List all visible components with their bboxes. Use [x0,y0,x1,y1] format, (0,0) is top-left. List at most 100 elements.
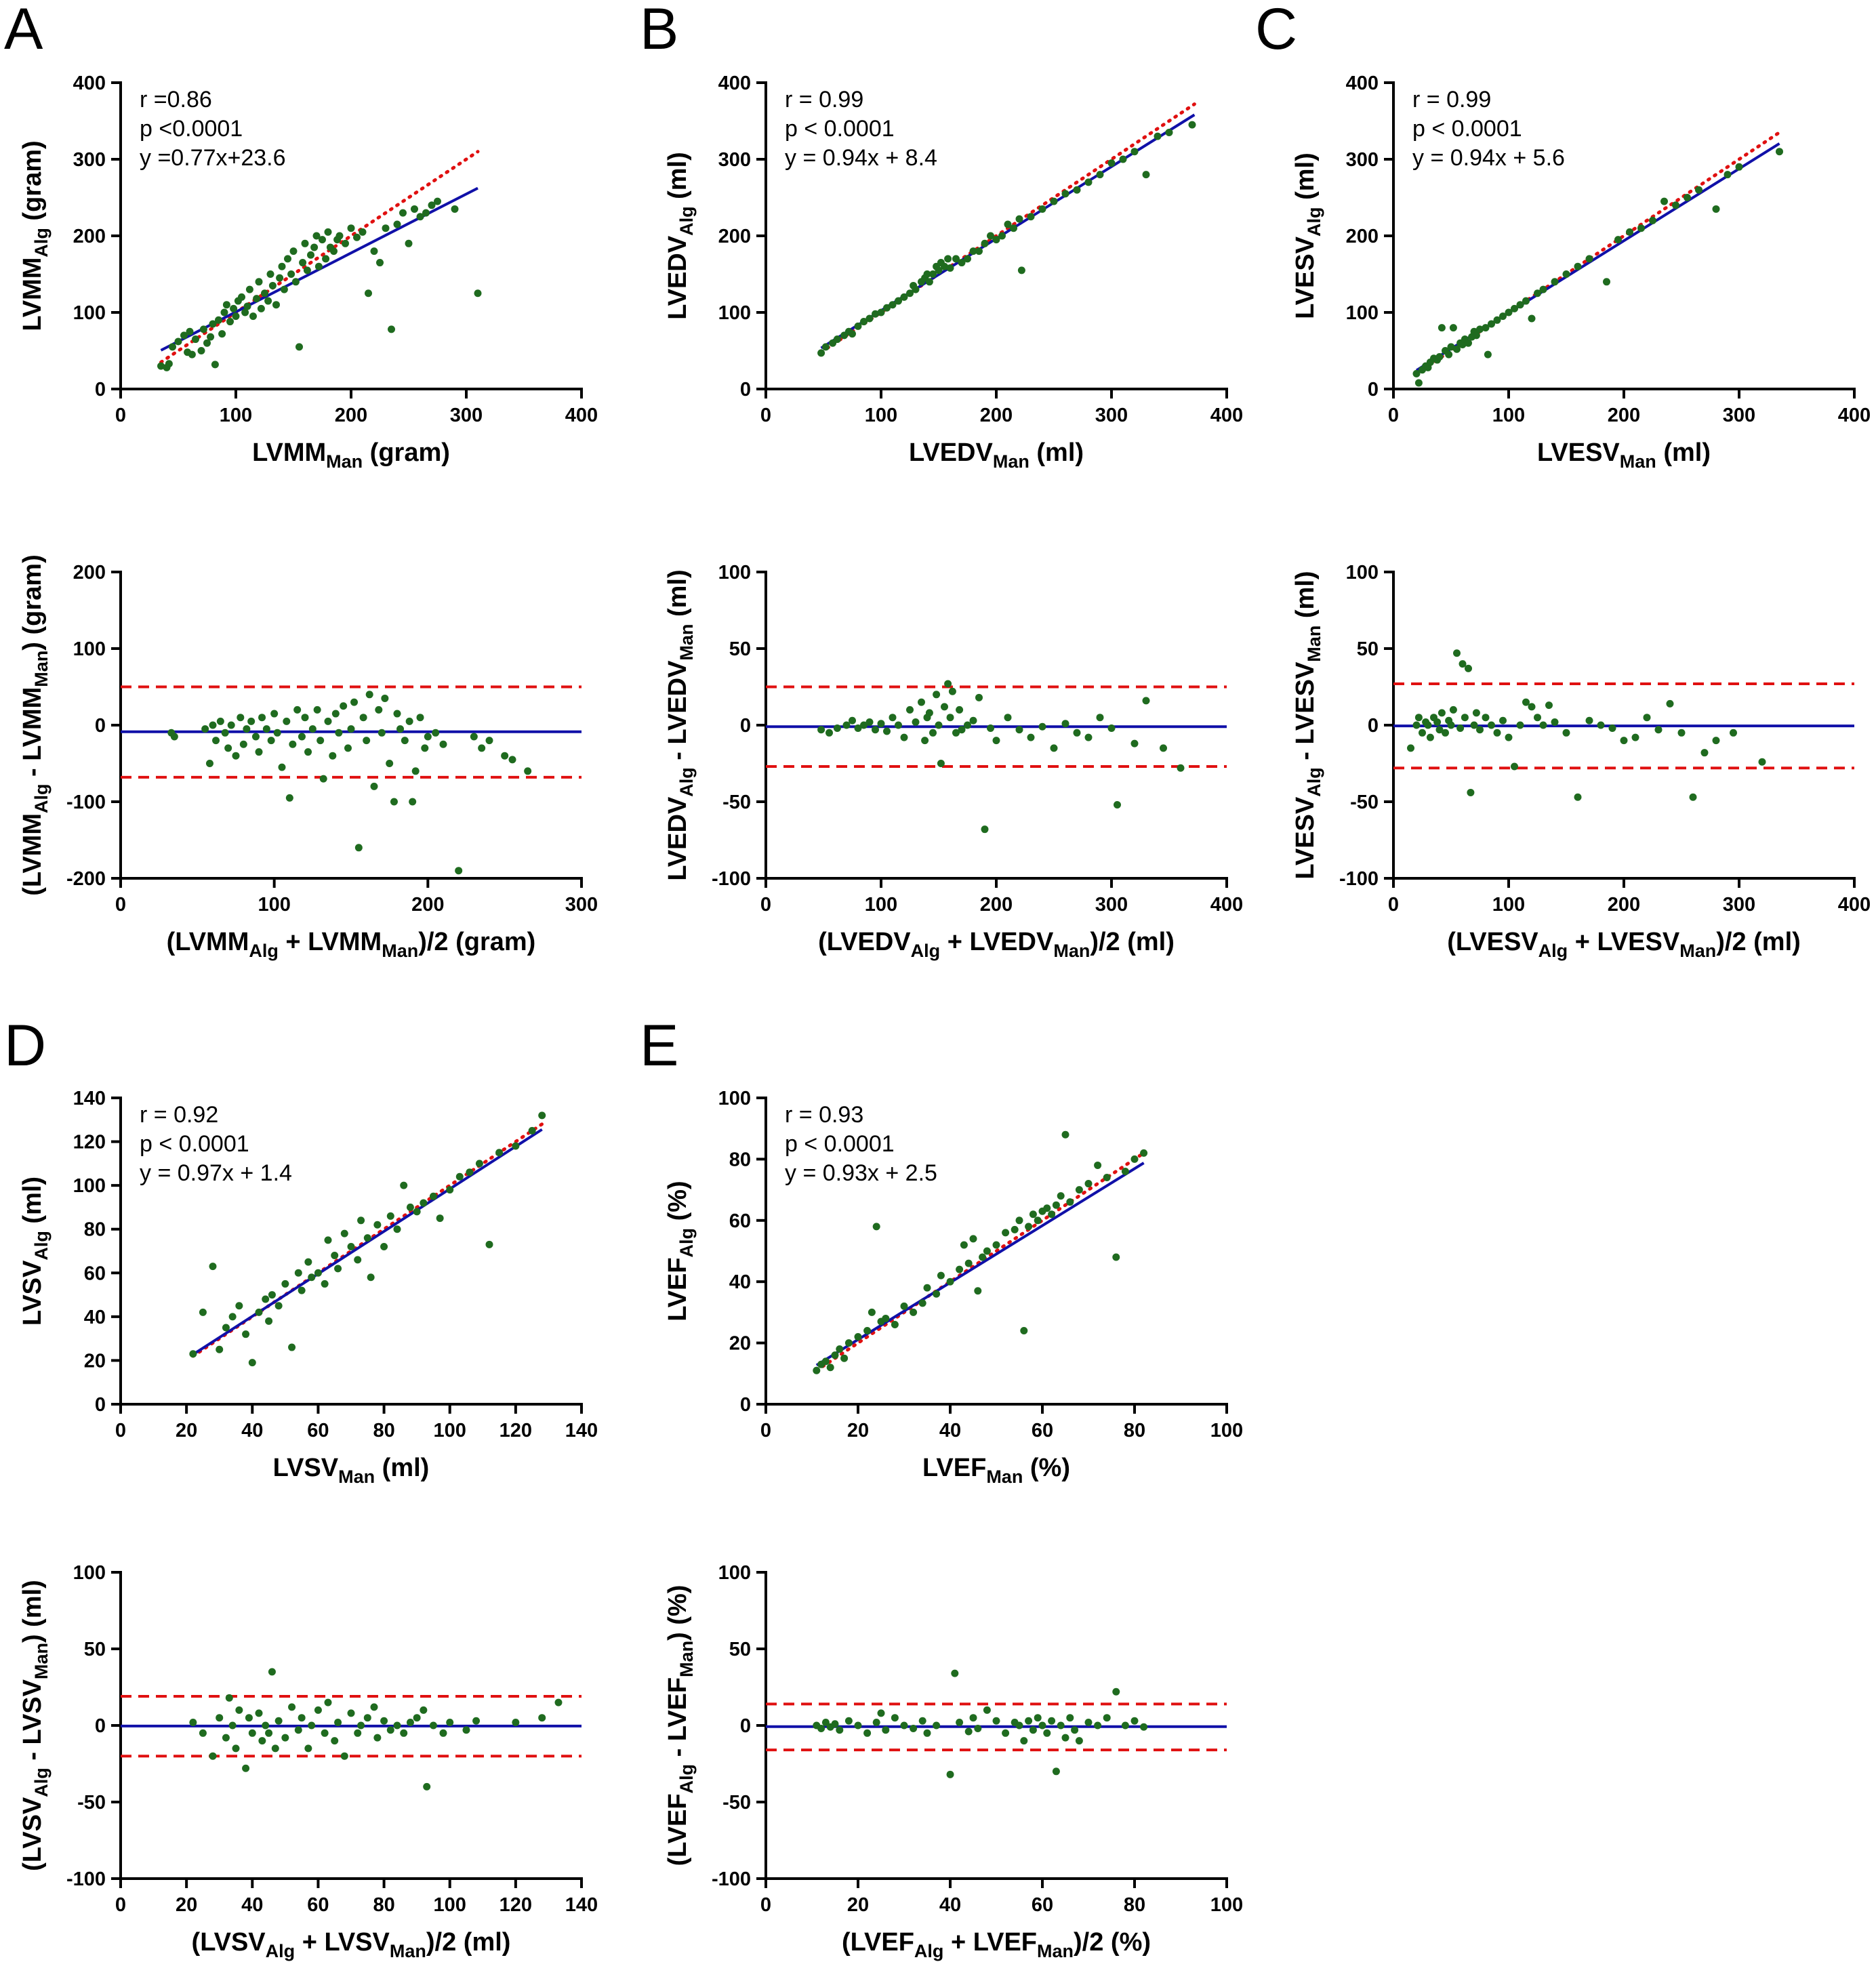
data-point-b-corr-8 [860,318,868,326]
x-tick-label-b-ba-3: 300 [1095,894,1128,916]
panel-letter-b: B [640,0,678,62]
data-point-b-corr-42 [1017,266,1025,274]
y-axis-label-e-corr: LVEFAlg (%) [664,1181,697,1321]
data-point-e-corr-20 [937,1271,945,1280]
y-tick-label-e-ba-0: -100 [712,1868,751,1890]
y-tick-label-b-ba-0: -100 [712,868,751,890]
data-point-c-ba-8 [1433,718,1442,726]
data-point-d-ba-40 [400,1729,408,1737]
data-point-e-corr-19 [933,1290,941,1298]
y-tick-label-d-ba-3: 50 [84,1639,106,1660]
y-axis-label-c-corr-main: LVESV [1291,236,1320,319]
data-point-d-ba-14 [262,1721,270,1730]
data-point-b-ba-13 [900,733,908,741]
data-point-d-ba-16 [268,1668,276,1676]
data-point-a-corr-71 [411,205,418,213]
y-axis-label-a-ba-mid: - LVMM [18,687,47,784]
data-point-e-ba-40 [1071,1726,1079,1734]
x-tick-label-d-ba-1: 20 [176,1894,197,1916]
data-point-b-ba-20 [929,729,937,737]
data-point-d-corr-7 [242,1330,250,1338]
data-point-a-corr-31 [257,304,265,312]
y-axis-label-a-corr-rest: (gram) [18,140,47,228]
data-point-a-ba-7 [221,729,229,737]
regression-line-d-corr [192,1128,543,1356]
data-point-b-ba-34 [981,825,989,834]
data-point-a-corr-73 [422,209,430,217]
x-axis-label-d-ba-rest: )/2 (ml) [426,1928,511,1957]
data-point-b-ba-1 [825,729,833,737]
y-tick-label-a-ba-4: 200 [73,562,106,584]
x-axis-label-d-corr-main: LVSV [273,1454,339,1482]
y-tick-label-d-ba-1: -50 [77,1792,106,1814]
data-point-e-corr-11 [872,1223,880,1231]
data-point-e-ba-44 [1103,1714,1111,1722]
data-point-b-corr-50 [1107,159,1116,167]
data-point-a-corr-65 [376,259,384,267]
x-axis-label-a-corr-main: LVMM [252,438,326,467]
data-point-b-corr-45 [1050,197,1058,205]
data-point-e-ba-13 [900,1721,908,1730]
x-axis-label-c-ba-prefix: ( [1447,928,1456,956]
stat-d-corr-2: y = 0.97x + 1.4 [140,1160,292,1186]
data-point-a-corr-47 [303,266,311,274]
data-point-a-corr-52 [319,236,326,244]
data-point-c-ba-50 [1712,737,1720,745]
y-axis-label-b-corr: LVEDVAlg (ml) [664,152,697,320]
x-axis-label-d-ba-main: LVSV [200,1928,266,1957]
data-point-b-ba-10 [883,727,891,735]
data-point-d-corr-5 [228,1313,237,1321]
data-point-a-corr-28 [249,312,257,321]
data-point-b-corr-1 [821,343,830,351]
data-point-b-corr-49 [1096,171,1104,179]
data-point-a-ba-62 [439,740,447,748]
data-point-c-corr-39 [1603,278,1610,286]
x-axis-label-a-corr-sub: Man [326,451,363,472]
data-point-c-ba-30 [1516,721,1524,729]
x-tick-label-e-ba-4: 80 [1124,1894,1145,1916]
data-point-c-ba-49 [1700,749,1709,757]
data-point-c-ba-26 [1493,729,1501,737]
data-point-b-corr-55 [1165,128,1173,136]
x-axis-label-e-corr-main: LVEF [922,1454,986,1482]
data-point-c-corr-29 [1511,304,1518,312]
data-point-a-corr-38 [278,262,286,270]
data-point-a-corr-66 [382,224,390,232]
x-tick-label-d-ba-6: 120 [499,1894,532,1916]
data-point-b-ba-9 [877,720,885,728]
data-point-d-ba-1 [199,1729,207,1737]
data-point-a-corr-14 [209,320,217,328]
data-point-a-ba-38 [340,702,348,710]
data-point-a-corr-63 [365,289,372,298]
y-axis-label-a-corr: LVMMAlg (gram) [18,140,52,331]
x-axis-label-d-ba-mid: + LVSV [295,1928,390,1957]
y-tick-label-b-corr-4: 400 [718,73,751,94]
y-tick-label-c-ba-1: -50 [1350,792,1379,813]
x-axis-label-e-ba-sub: Alg [914,1941,944,1961]
data-point-a-ba-6 [216,717,224,725]
data-point-d-ba-29 [334,1718,342,1726]
data-point-e-ba-19 [951,1669,959,1677]
data-point-a-ba-3 [205,760,213,767]
y-tick-label-a-ba-2: 0 [95,715,106,737]
data-point-d-corr-15 [288,1343,296,1351]
x-axis-label-b-corr-sub: Man [993,451,1029,472]
data-point-a-ba-58 [416,714,424,722]
data-point-d-corr-20 [314,1269,322,1277]
data-point-a-corr-22 [232,312,240,321]
y-axis-label-a-ba-sub: Alg [31,784,52,814]
data-point-d-corr-40 [436,1214,444,1223]
y-tick-label-d-corr-3: 60 [84,1263,106,1284]
data-point-b-ba-36 [992,737,1000,745]
y-axis-label-a-ba-main: LVMM [18,813,47,887]
x-axis-label-b-corr-rest: (ml) [1029,438,1084,467]
data-point-a-ba-45 [365,691,373,699]
y-axis-label-c-corr-rest: (ml) [1291,152,1320,207]
x-axis-label-a-ba-mid: + LVMM [279,928,382,956]
x-axis-label-e-ba-mid: + LVEF [943,1928,1037,1957]
x-axis-label-b-ba: (LVEDVAlg + LVEDVMan)/2 (ml) [818,928,1175,961]
data-point-c-ba-31 [1522,698,1530,706]
y-axis-label-b-ba: LVEDVAlg - LVEDVMan (ml) [664,569,697,880]
